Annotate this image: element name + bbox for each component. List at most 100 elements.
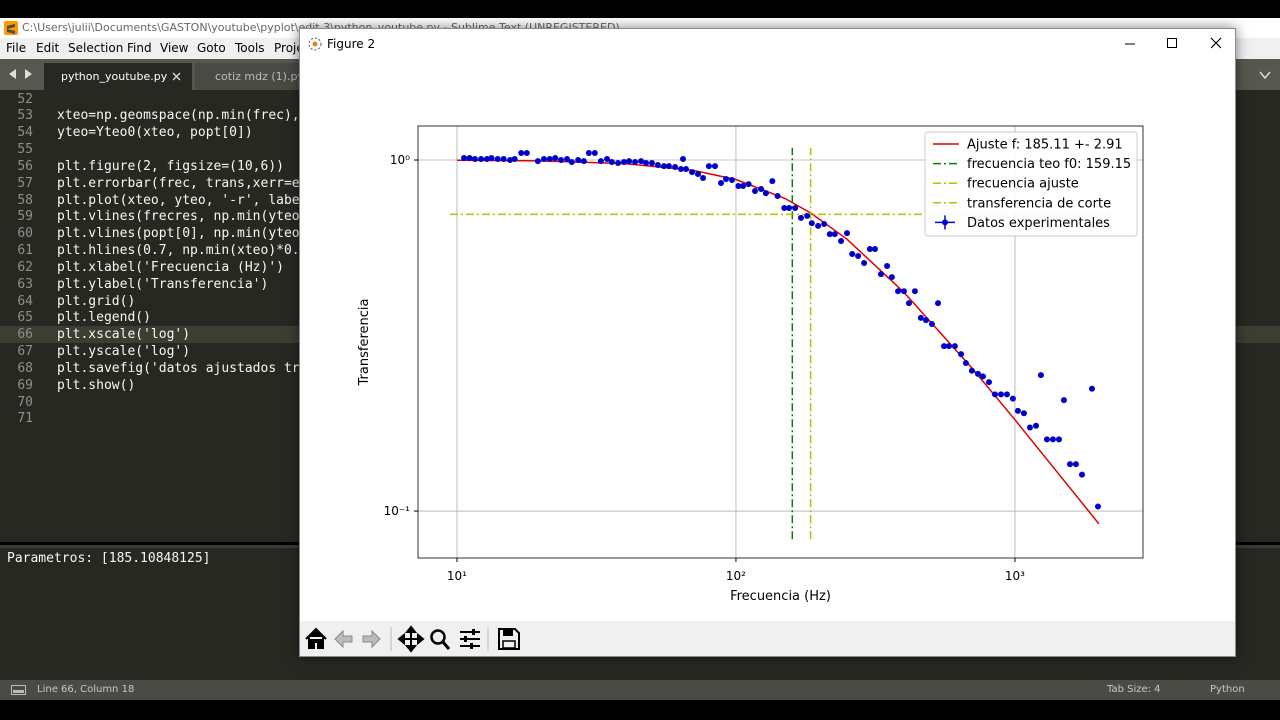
code-line[interactable]: 53 xteo=np.geomspace(np.min(frec), — [0, 107, 1280, 124]
code-text: xteo=np.geomspace(np.min(frec), — [57, 108, 300, 124]
line-number: 59 — [17, 209, 33, 225]
back-button[interactable] — [334, 629, 353, 649]
code-line[interactable]: 60 plt.vlines(popt[0], np.min(yteo) — [0, 225, 1280, 242]
data-point — [1037, 372, 1044, 379]
line-number: 54 — [17, 125, 33, 141]
data-point — [815, 222, 822, 229]
data-point — [552, 155, 559, 162]
code-line[interactable]: 69 plt.show() — [0, 377, 1280, 394]
x-tick-label: 10¹ — [447, 569, 467, 583]
data-point — [608, 159, 615, 166]
data-point — [597, 158, 604, 165]
tab-close[interactable] — [172, 72, 181, 81]
code-line[interactable]: 54 yteo=Yteo0(xteo, popt[0]) — [0, 124, 1280, 141]
data-point — [1079, 471, 1086, 478]
line-number: 67 — [17, 344, 33, 360]
data-point — [911, 288, 918, 295]
save-button[interactable] — [498, 628, 520, 650]
zoom-button[interactable] — [430, 629, 451, 650]
data-point — [680, 155, 687, 162]
data-point — [643, 159, 650, 166]
home-button[interactable] — [305, 627, 327, 649]
code-line[interactable]: 62 plt.xlabel('Frecuencia (Hz)') — [0, 259, 1280, 276]
code-text: plt.ylabel('Transferencia') — [57, 276, 269, 292]
tab-size[interactable]: Tab Size: 4 — [1107, 684, 1161, 695]
data-point — [735, 183, 742, 190]
data-point — [580, 158, 587, 165]
code-line[interactable]: 52 — [0, 91, 1280, 108]
line-number: 60 — [17, 226, 33, 242]
line-number: 53 — [17, 108, 33, 124]
data-point — [826, 231, 833, 238]
data-point — [751, 188, 758, 195]
data-point — [781, 204, 788, 211]
data-point — [1014, 407, 1021, 414]
tab-menu[interactable] — [1258, 68, 1272, 82]
code-text: plt.vlines(popt[0], np.min(yteo) — [57, 226, 308, 242]
menu-item[interactable]: Find — [127, 41, 152, 55]
menu-item[interactable]: File — [6, 41, 27, 55]
line-number: 62 — [17, 259, 33, 275]
code-line[interactable]: 67 plt.yscale('log') — [0, 343, 1280, 360]
line-number: 66 — [17, 327, 33, 343]
code-line[interactable]: 70 — [0, 394, 1280, 411]
data-point — [786, 204, 793, 211]
data-point — [808, 220, 815, 227]
legend-label: frecuencia ajuste — [967, 177, 1079, 192]
tab-nav[interactable] — [8, 68, 34, 80]
data-point — [632, 159, 639, 166]
code-line[interactable]: 71 — [0, 410, 1280, 427]
toolbar-icons — [305, 625, 520, 653]
code-text: plt.xlabel('Frecuencia (Hz)') — [57, 259, 284, 275]
code-line[interactable]: 65 plt.legend() — [0, 309, 1280, 326]
data-point — [774, 192, 781, 199]
legend-label: Ajuste f: 185.11 +- 2.91 — [967, 138, 1123, 153]
data-point — [471, 155, 478, 162]
code-line[interactable]: 55 — [0, 141, 1280, 158]
forward-button[interactable] — [362, 629, 381, 649]
data-point — [745, 181, 752, 188]
configure-button[interactable] — [460, 629, 480, 649]
code-line[interactable]: 63 plt.ylabel('Transferencia') — [0, 276, 1280, 293]
data-point — [923, 317, 930, 324]
y-tick-label: 10⁻¹ — [384, 504, 411, 518]
code-text: plt.yscale('log') — [57, 344, 191, 360]
menu-item[interactable]: View — [160, 41, 189, 55]
code-line[interactable]: 59 plt.vlines(frecres, np.min(yteo) — [0, 208, 1280, 225]
line-number: 57 — [17, 175, 33, 191]
menu-item[interactable]: Selection — [68, 41, 124, 55]
menu-item[interactable]: Edit — [36, 41, 60, 55]
line-number: 70 — [17, 394, 33, 410]
pan-button[interactable] — [397, 625, 425, 653]
data-point — [935, 300, 942, 307]
data-point — [621, 159, 628, 166]
data-point — [638, 158, 645, 165]
data-point — [821, 221, 828, 228]
data-point — [568, 159, 575, 166]
data-point — [997, 391, 1004, 398]
data-point — [831, 231, 838, 238]
data-point — [991, 391, 998, 398]
code-line[interactable]: 61 plt.hlines(0.7, np.min(xteo)*0.9 — [0, 242, 1280, 259]
data-point — [1049, 436, 1056, 443]
tab-active[interactable]: python_youtube.py — [44, 63, 192, 90]
panel-icon[interactable] — [11, 685, 26, 695]
figure-icon — [308, 37, 322, 51]
data-point — [838, 237, 845, 244]
line-number: 69 — [17, 377, 33, 393]
menu-item[interactable]: Goto — [197, 41, 226, 55]
menu-item[interactable]: Tools — [235, 41, 265, 55]
plot-canvas: 10¹ 10² 10³ 10⁻¹ 10⁰ Frecuencia (Hz) Transfere… — [357, 125, 1144, 604]
code-line[interactable]: 57 plt.errorbar(frec, trans,xerr=er — [0, 175, 1280, 192]
figure-window: Figure 2 10¹ 10² 10³ 10⁻¹ 10⁰ Frecuencia (Hz)… — [299, 28, 1236, 657]
data-point — [483, 155, 490, 162]
window-controls[interactable] — [1115, 29, 1235, 59]
data-point — [941, 343, 948, 350]
data-point — [478, 155, 485, 162]
code-line[interactable]: 64 plt.grid() — [0, 293, 1280, 310]
syntax[interactable]: Python — [1210, 684, 1245, 695]
code-line[interactable]: 58 plt.plot(xteo, yteo, '-r', label — [0, 192, 1280, 209]
data-point — [762, 190, 769, 197]
code-line[interactable]: 56 plt.figure(2, figsize=(10,6)) — [0, 158, 1280, 175]
axes-frame — [417, 125, 1144, 559]
